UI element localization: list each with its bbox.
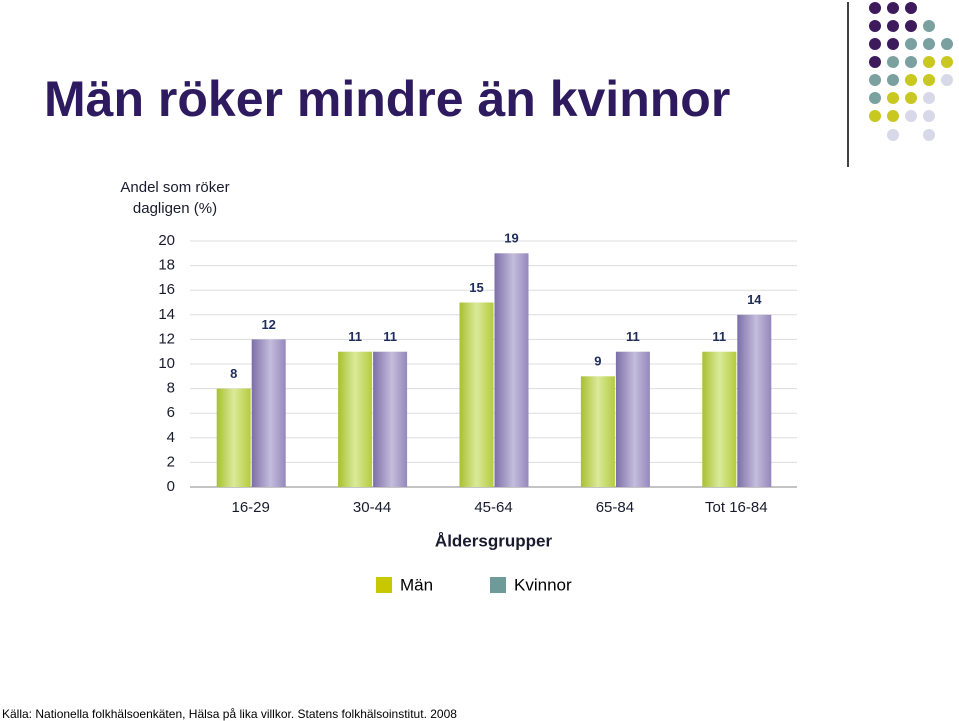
bar	[216, 388, 251, 487]
data-label: 8	[230, 366, 237, 381]
legend-label: Män	[400, 575, 433, 594]
data-label: 15	[469, 280, 483, 295]
x-tick-label: 30-44	[353, 499, 391, 516]
bar	[737, 314, 772, 487]
bar	[580, 376, 615, 487]
decoration	[847, 2, 953, 167]
data-label: 11	[383, 329, 397, 344]
data-label: 11	[626, 329, 640, 344]
chart-title: Män röker mindre än kvinnor	[44, 71, 731, 127]
y-tick-label: 18	[158, 257, 175, 274]
x-axis-label: Åldersgrupper	[435, 531, 553, 550]
legend-swatch	[490, 577, 506, 593]
y-tick-label: 12	[158, 330, 175, 347]
data-label: 12	[261, 317, 275, 332]
y-axis-label: Andel som röker dagligen (%)	[120, 179, 230, 217]
y-tick-label: 0	[167, 478, 175, 495]
x-tick-label: Tot 16-84	[705, 499, 768, 516]
data-label: 11	[348, 329, 362, 344]
data-label: 11	[712, 329, 726, 344]
legend-label: Kvinnor	[514, 575, 572, 594]
bar	[615, 351, 650, 487]
y-tick-label: 20	[158, 232, 175, 249]
bar	[702, 351, 737, 487]
y-tick-label: 4	[167, 429, 175, 446]
bar	[494, 253, 529, 487]
data-label: 14	[747, 292, 762, 307]
data-label: 9	[594, 354, 601, 369]
source-note: Källa: Nationella folkhälsoenkäten, Häls…	[2, 707, 457, 721]
bar	[459, 302, 494, 487]
x-tick-label: 16-29	[232, 499, 270, 516]
y-tick-label: 10	[158, 355, 175, 372]
bar	[251, 339, 286, 487]
x-tick-label: 65-84	[596, 499, 634, 516]
x-tick-label: 45-64	[474, 499, 512, 516]
legend-swatch	[376, 577, 392, 593]
y-tick-label: 14	[158, 306, 175, 323]
bar	[338, 351, 373, 487]
y-tick-label: 8	[167, 380, 175, 397]
y-tick-label: 16	[158, 281, 175, 298]
y-tick-label: 6	[167, 404, 175, 421]
bar	[373, 351, 408, 487]
data-label: 19	[504, 231, 518, 246]
y-tick-label: 2	[167, 453, 175, 470]
